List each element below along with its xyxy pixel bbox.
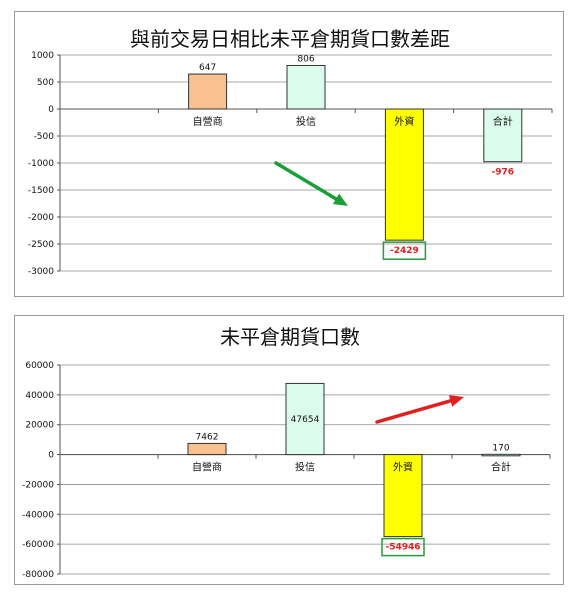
y-tick-label: -60000 bbox=[22, 540, 54, 550]
y-tick-label: -80000 bbox=[22, 570, 54, 580]
annotation-arrow bbox=[375, 399, 453, 424]
bar-3 bbox=[383, 454, 423, 538]
y-tick-label: 0 bbox=[48, 451, 54, 461]
chart-svg-diff: 與前交易日相比未平倉期貨口數差距 1000 500 0 -500 -1000 -1500 -… bbox=[28, 27, 553, 277]
plot-area: 60000 40000 20000 0 -20000 -40000 -60000 -80000… bbox=[22, 361, 551, 580]
bar-3 bbox=[384, 108, 424, 241]
y-tick-label: 1000 bbox=[31, 51, 54, 61]
y-tick-label: -2000 bbox=[28, 213, 54, 223]
bar-2 bbox=[285, 382, 325, 456]
category-label: 自營商 bbox=[193, 115, 223, 128]
y-tick-label: -500 bbox=[34, 132, 55, 142]
y-tick-label: -40000 bbox=[22, 510, 54, 520]
data-label: 647 bbox=[199, 63, 216, 73]
arrow-head bbox=[332, 193, 348, 206]
y-tick-label: 40000 bbox=[25, 391, 54, 401]
y-tick-label: 0 bbox=[48, 105, 54, 115]
data-label: -54946 bbox=[385, 543, 420, 553]
y-tick-label: -1500 bbox=[28, 186, 54, 196]
bar-4 bbox=[483, 108, 523, 163]
data-label: -976 bbox=[492, 168, 515, 178]
bar-4 bbox=[481, 453, 521, 457]
annotation-arrow bbox=[274, 161, 338, 201]
plot-area: 1000 500 0 -500 -1000 -1500 -2000 -2500 -3000 自營商… bbox=[28, 51, 553, 277]
category-label: 自營商 bbox=[192, 461, 222, 474]
bar-2 bbox=[286, 64, 326, 110]
y-tick-label: -1000 bbox=[28, 159, 54, 169]
bar-1 bbox=[188, 73, 228, 110]
data-label: 7462 bbox=[196, 432, 219, 442]
category-label: 投信 bbox=[295, 461, 315, 474]
data-label: 170 bbox=[492, 443, 509, 453]
category-label: 合計 bbox=[493, 115, 513, 128]
category-label: 外資 bbox=[393, 462, 413, 474]
highlight-box bbox=[382, 241, 427, 260]
category-label: 合計 bbox=[491, 461, 511, 474]
chart-panel-diff: 與前交易日相比未平倉期貨口數差距 1000 500 0 -500 -1000 -1500 -… bbox=[14, 11, 564, 297]
data-label: 806 bbox=[297, 54, 314, 64]
y-tick-label: -2500 bbox=[28, 240, 54, 250]
highlight-box bbox=[381, 537, 425, 557]
data-label: 47654 bbox=[291, 415, 320, 425]
category-label: 外資 bbox=[394, 116, 414, 128]
y-tick-label: 20000 bbox=[25, 421, 54, 431]
chart-title: 未平倉期貨口數 bbox=[220, 325, 360, 349]
arrow-head bbox=[448, 395, 464, 407]
data-label: -2429 bbox=[390, 246, 419, 256]
y-tick-label: 60000 bbox=[25, 361, 54, 371]
y-tick-label: 500 bbox=[37, 78, 54, 88]
chart-svg-open-interest: 未平倉期貨口數 60000 40000 20000 0 -20000 -40000 -600… bbox=[22, 325, 551, 580]
chart-panel-open-interest: 未平倉期貨口數 60000 40000 20000 0 -20000 -40000 -600… bbox=[14, 315, 564, 585]
y-tick-label: -3000 bbox=[28, 267, 54, 277]
y-tick-label: -20000 bbox=[22, 480, 54, 490]
chart-title: 與前交易日相比未平倉期貨口數差距 bbox=[130, 27, 450, 51]
bar-1 bbox=[187, 442, 227, 456]
category-label: 投信 bbox=[296, 115, 316, 128]
